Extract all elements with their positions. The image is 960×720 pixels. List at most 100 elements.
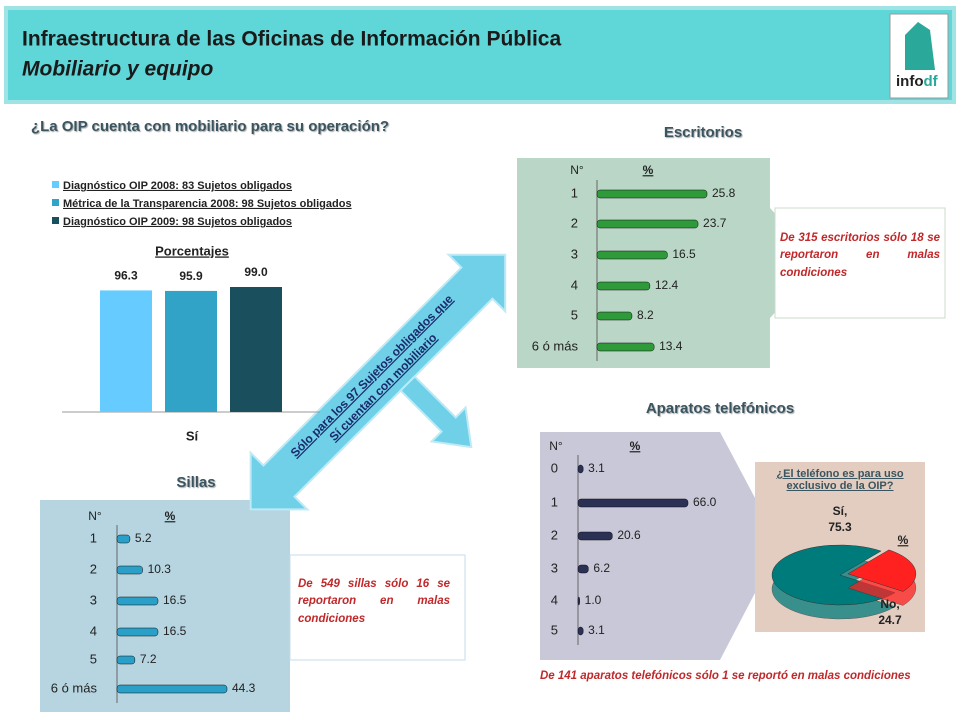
bar [577,626,584,636]
y-tick-label: 5 [551,622,558,637]
y-tick-label: 0 [551,460,558,475]
chart-title-box: ¿La OIP cuenta con mobiliario para su op… [30,118,390,135]
legend-label: Métrica de la Transparencia 2008: 98 Suj… [63,198,352,210]
note: De 315 escritorios sólo 18 se reportaron… [780,232,940,279]
bar [116,655,136,665]
y-tick-label: 6 ó más [51,680,98,695]
bar [577,464,584,474]
chart-title: Escritorios [663,124,743,141]
column-header: N° [549,439,563,453]
arrow-shape [249,253,507,511]
arrow-text: Sólo para los 97 Sujetos obligados que [288,292,456,460]
data-label: 75.3 [828,520,852,534]
data-label: 6.2 [593,561,610,575]
logo-text: infodf [896,73,939,90]
data-label: 1.0 [585,593,602,607]
data-label: 5.2 [135,531,152,545]
data-label: 12.4 [655,278,679,292]
bar [116,684,228,694]
unit-label: % [898,533,909,547]
data-label: 13.4 [659,339,683,353]
legend-swatch [52,181,59,188]
y-tick-label: 5 [571,307,578,322]
bar [577,498,689,508]
y-tick-label: 5 [90,651,97,666]
data-label: 20.6 [617,528,641,542]
data-label: 10.3 [148,562,172,576]
bar [116,596,159,606]
chart-title-box: Escritorios [663,124,743,141]
data-label: 99.0 [244,265,268,279]
bar [165,290,217,412]
legend-label: Diagnóstico OIP 2009: 98 Sujetos obligad… [63,216,292,228]
header-subtitle: Mobiliario y equipo [22,58,214,81]
data-label: 8.2 [637,308,654,322]
y-tick-label: 4 [571,277,578,292]
column-header: N° [88,509,102,523]
chart-title-box: ¿El teléfono es para uso exclusivo de la… [776,468,904,492]
bar [577,596,580,606]
panel [540,432,780,660]
panel [517,158,820,368]
column-header: N° [570,163,584,177]
header-title: Infraestructura de las Oficinas de Infor… [22,28,561,51]
chart-title: Aparatos telefónicos [645,400,795,417]
data-label: 23.7 [703,216,727,230]
data-label: 16.5 [163,624,187,638]
logo-main: info [896,73,924,90]
slice-label: Sí, [833,504,848,518]
logo-icon [905,22,935,70]
note: De 141 aparatos telefónicos sólo 1 se re… [540,670,911,682]
legend-swatch [52,217,59,224]
y-tick-label: 4 [90,623,97,638]
bar [577,564,589,574]
legend-label: Diagnóstico OIP 2008: 83 Sujetos obligad… [63,180,292,192]
chart-title: Sillas [176,474,216,491]
y-tick-label: 3 [551,560,558,575]
x-tick-label: Sí [186,428,199,443]
y-tick-label: 1 [90,530,97,545]
bar [116,565,143,575]
data-label: 16.5 [163,593,187,607]
bar [596,250,668,260]
panel [40,500,310,712]
bar [596,281,651,291]
data-label: 24.7 [878,613,902,627]
header-box [4,6,956,104]
bar [230,287,282,412]
chart-title: ¿El teléfono es para uso exclusivo de la… [776,468,904,492]
chart-title-box: Sillas [176,474,216,491]
note-box: De 549 sillas sólo 16 se reportaron en m… [298,578,450,625]
slice-top [847,549,917,592]
data-label: 96.3 [114,269,138,283]
data-label: 95.9 [179,269,203,283]
y-tick-label: 6 ó más [532,338,579,353]
column-header: % [630,439,641,453]
bar [596,311,633,321]
note-box [774,207,946,319]
chart-title: ¿La OIP cuenta con mobiliario para su op… [30,118,390,135]
bar [116,627,159,637]
y-tick-label: 1 [571,185,578,200]
logo-suffix: df [924,73,939,90]
y-tick-label: 2 [90,561,97,576]
note-box [289,554,466,661]
data-label: 7.2 [140,652,157,666]
bar [116,534,131,544]
data-label: 3.1 [588,623,605,637]
column-header: % [643,163,654,177]
y-tick-label: 3 [571,246,578,261]
data-label: 16.5 [672,247,696,261]
data-label: 3.1 [588,461,605,475]
y-tick-label: 2 [551,527,558,542]
arrow-branch [399,375,473,449]
slice-label: No, [880,597,899,611]
data-label: 66.0 [693,495,717,509]
y-tick-label: 2 [571,215,578,230]
data-label: 25.8 [712,186,736,200]
bar [596,219,699,229]
legend-swatch [52,199,59,206]
column-header: % [165,509,176,523]
note-box: De 315 escritorios sólo 18 se reportaron… [780,232,940,279]
